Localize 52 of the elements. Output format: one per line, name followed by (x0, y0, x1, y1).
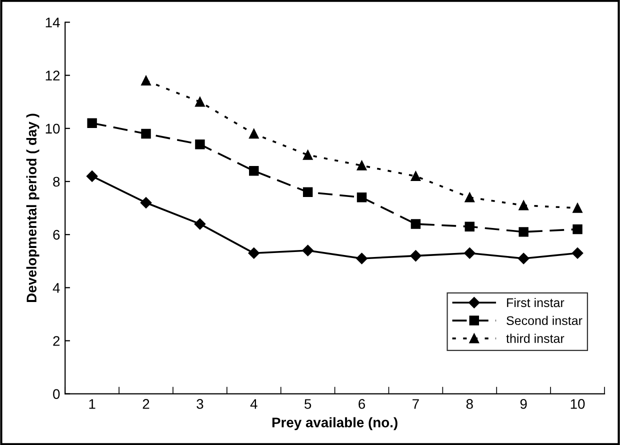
point (464, 192, 475, 202)
x-tick-label: 4 (250, 399, 258, 409)
point (249, 128, 259, 139)
x-tick-label: 10 (570, 399, 585, 409)
y-tick-label: 0 (53, 389, 60, 399)
point (356, 252, 368, 264)
point (195, 139, 205, 150)
y-axis-title: Developmental period ( day ) (26, 114, 40, 302)
x-tick-label: 6 (358, 399, 366, 409)
legend-label: First instar (507, 298, 564, 308)
x-tick-label: 7 (412, 399, 419, 409)
x-tick-label: 8 (466, 399, 473, 409)
x-tick-label: 1 (89, 399, 96, 409)
point (194, 218, 206, 230)
point (518, 227, 528, 237)
y-tick-label: 10 (46, 124, 60, 134)
y-tick-label: 8 (53, 176, 60, 187)
y-tick-label: 2 (53, 336, 60, 346)
point (518, 252, 530, 264)
point (464, 248, 476, 259)
point (572, 203, 582, 213)
point (518, 200, 528, 210)
point (572, 224, 582, 234)
point (302, 244, 314, 256)
point (87, 118, 97, 128)
point (141, 128, 151, 139)
point (464, 222, 475, 232)
point (86, 170, 98, 182)
x-tick-label: 3 (196, 399, 204, 409)
y-tick-label: 14 (46, 18, 60, 28)
point (140, 197, 152, 208)
legend-label: Second instar (506, 316, 582, 326)
x-tick-label: 2 (142, 399, 150, 409)
x-axis-title: Prey available (no.) (272, 417, 398, 430)
point (572, 248, 584, 259)
x-tick-label: 9 (520, 399, 527, 409)
point (248, 248, 260, 259)
y-tick-label: 6 (53, 230, 60, 240)
point (195, 97, 205, 107)
x-tick-label: 5 (304, 399, 312, 409)
point (410, 250, 422, 262)
point (302, 187, 313, 197)
point (410, 171, 421, 182)
point (356, 192, 367, 202)
y-tick-label: 4 (52, 283, 60, 293)
legend-label: third instar (506, 334, 564, 343)
point (356, 160, 367, 170)
y-tick-label: 12 (46, 70, 60, 80)
point (302, 150, 313, 160)
point (141, 76, 151, 86)
point (249, 166, 259, 176)
point (410, 219, 421, 229)
